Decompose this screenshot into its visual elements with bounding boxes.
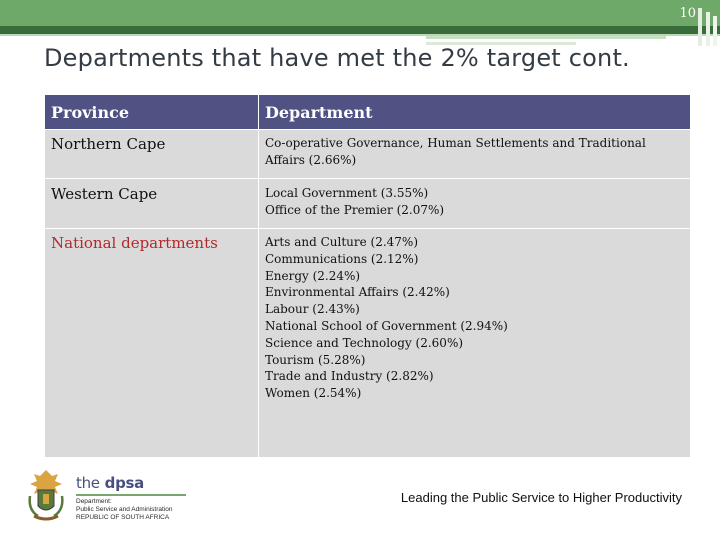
table-row: Northern Cape Co-operative Governance, H… — [44, 129, 691, 179]
slide-number: 10 — [679, 6, 696, 21]
logo-divider — [76, 494, 186, 496]
department-item: Energy (2.24%) — [265, 268, 361, 283]
logo-line: REPUBLIC OF SOUTH AFRICA — [76, 514, 170, 521]
department-item: Co-operative Governance, Human Settlemen… — [265, 136, 646, 167]
decorative-line — [426, 42, 576, 45]
department-item: Labour (2.43%) — [265, 302, 360, 317]
footer-tagline: Leading the Public Service to Higher Pro… — [400, 490, 682, 505]
slide-title: Departments that have met the 2% target … — [44, 44, 630, 72]
header-province: Province — [44, 94, 259, 130]
top-banner-thin-stripe — [0, 34, 720, 36]
department-item: Tourism (5.28%) — [265, 352, 366, 367]
decorative-bar — [698, 8, 702, 46]
department-item: Communications (2.12%) — [265, 251, 419, 266]
coat-of-arms-icon — [28, 470, 64, 521]
department-item: Women (2.54%) — [265, 386, 362, 401]
decorative-bar — [706, 12, 710, 46]
header-department: Department — [258, 94, 691, 130]
province-cell: Northern Cape — [44, 129, 259, 179]
logo-line: Public Service and Administration — [76, 506, 173, 513]
department-item: Local Government (3.55%) — [265, 186, 429, 200]
logo-wordmark-prefix: the — [76, 474, 100, 492]
top-banner — [0, 0, 720, 26]
logo-wordmark: the dpsa — [76, 474, 144, 492]
department-item: Environmental Affairs (2.42%) — [265, 285, 450, 300]
decorative-bar — [713, 16, 717, 46]
logo-line: Department: — [76, 498, 112, 505]
dpsa-logo: the dpsa Department: Public Service and … — [24, 466, 194, 524]
province-cell: Western Cape — [44, 178, 259, 229]
table-row: Western Cape Local Government (3.55%) Of… — [44, 178, 691, 229]
department-item: Office of the Premier (2.07%) — [265, 202, 445, 217]
logo-wordmark-name: dpsa — [104, 474, 145, 492]
province-cell: National departments — [44, 228, 259, 458]
department-item: Arts and Culture (2.47%) — [265, 235, 419, 249]
top-banner-stripe — [0, 26, 720, 34]
department-cell: Local Government (3.55%) Office of the P… — [258, 178, 691, 229]
decorative-line — [426, 36, 666, 39]
table-row: National departments Arts and Culture (2… — [44, 228, 691, 458]
department-cell: Co-operative Governance, Human Settlemen… — [258, 129, 691, 179]
department-cell: Arts and Culture (2.47%) Communications … — [258, 228, 691, 458]
department-item: National School of Government (2.94%) — [265, 318, 508, 333]
department-item: Science and Technology (2.60%) — [265, 335, 464, 350]
department-item: Trade and Industry (2.82%) — [265, 369, 434, 384]
table-header-row: Province Department — [44, 94, 691, 130]
departments-table: Province Department Northern Cape Co-ope… — [44, 94, 691, 458]
